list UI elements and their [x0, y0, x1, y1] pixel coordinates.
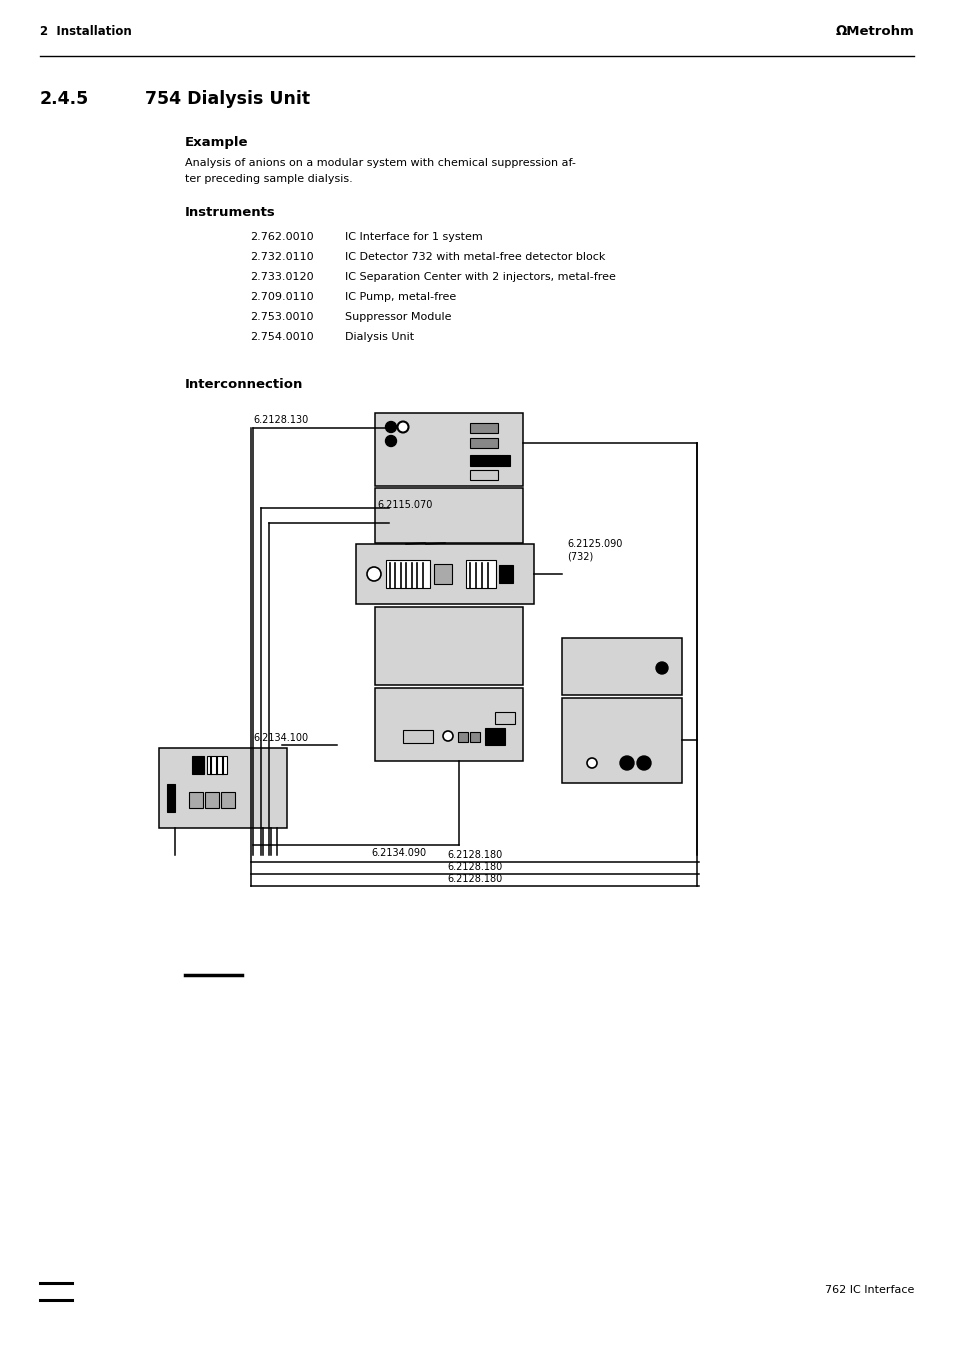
Text: 6.2128.130: 6.2128.130 — [253, 415, 308, 426]
Bar — [434, 563, 452, 584]
Bar — [470, 470, 497, 480]
Bar — [207, 757, 227, 774]
Text: 754 Dialysis Unit: 754 Dialysis Unit — [145, 91, 310, 108]
Circle shape — [397, 422, 408, 432]
Bar — [375, 607, 522, 685]
Text: 2.754.0010: 2.754.0010 — [250, 332, 314, 342]
Text: 2.732.0110: 2.732.0110 — [250, 253, 314, 262]
Bar — [189, 792, 203, 808]
Bar — [484, 728, 504, 744]
Bar — [221, 792, 234, 808]
Circle shape — [586, 758, 597, 767]
Bar — [167, 784, 174, 812]
Bar — [470, 438, 497, 449]
Text: Instruments: Instruments — [185, 205, 275, 219]
Circle shape — [656, 662, 667, 674]
Text: 2.709.0110: 2.709.0110 — [250, 292, 314, 303]
Bar — [561, 698, 681, 784]
Text: Dialysis Unit: Dialysis Unit — [345, 332, 414, 342]
Bar — [205, 792, 219, 808]
Text: ΩMetrohm: ΩMetrohm — [835, 26, 913, 38]
Text: 6.2128.180: 6.2128.180 — [447, 862, 502, 871]
Text: ter preceding sample dialysis.: ter preceding sample dialysis. — [185, 174, 353, 184]
Circle shape — [619, 757, 634, 770]
Text: 6.2128.180: 6.2128.180 — [447, 874, 502, 884]
Bar — [465, 561, 496, 588]
Text: IC Separation Center with 2 injectors, metal-free: IC Separation Center with 2 injectors, m… — [345, 272, 616, 282]
Text: Analysis of anions on a modular system with chemical suppression af-: Analysis of anions on a modular system w… — [185, 158, 576, 168]
Bar — [402, 730, 433, 743]
Text: Example: Example — [185, 136, 248, 149]
Text: 6.2125.090
(732): 6.2125.090 (732) — [566, 539, 621, 562]
Bar — [470, 423, 497, 434]
Text: 2.733.0120: 2.733.0120 — [250, 272, 314, 282]
Bar — [375, 413, 522, 486]
Bar — [498, 565, 513, 584]
Text: 762 IC Interface: 762 IC Interface — [823, 1285, 913, 1296]
Bar — [495, 712, 515, 724]
Text: IC Pump, metal-free: IC Pump, metal-free — [345, 292, 456, 303]
Text: 6.2128.180: 6.2128.180 — [447, 850, 502, 861]
Circle shape — [637, 757, 650, 770]
Bar — [375, 688, 522, 761]
Circle shape — [442, 731, 453, 740]
Text: IC Interface for 1 system: IC Interface for 1 system — [345, 232, 482, 242]
Bar — [375, 488, 522, 543]
Text: 6.2115.070: 6.2115.070 — [376, 500, 432, 509]
Text: 6.2134.090: 6.2134.090 — [371, 848, 426, 858]
Bar — [457, 732, 468, 742]
Bar — [386, 561, 430, 588]
Text: Interconnection: Interconnection — [185, 378, 303, 390]
Circle shape — [367, 567, 380, 581]
Text: 6.2134.100: 6.2134.100 — [253, 734, 308, 743]
Text: 2  Installation: 2 Installation — [40, 26, 132, 38]
Bar — [470, 732, 479, 742]
Circle shape — [385, 435, 396, 446]
Text: 2.753.0010: 2.753.0010 — [250, 312, 314, 322]
Text: 2.762.0010: 2.762.0010 — [250, 232, 314, 242]
Bar — [470, 455, 510, 466]
Text: IC Detector 732 with metal-free detector block: IC Detector 732 with metal-free detector… — [345, 253, 605, 262]
Bar — [355, 544, 534, 604]
Bar — [561, 638, 681, 694]
Text: Suppressor Module: Suppressor Module — [345, 312, 451, 322]
Bar — [159, 748, 287, 828]
Bar — [192, 757, 204, 774]
Text: 2.4.5: 2.4.5 — [40, 91, 90, 108]
Circle shape — [385, 422, 396, 432]
